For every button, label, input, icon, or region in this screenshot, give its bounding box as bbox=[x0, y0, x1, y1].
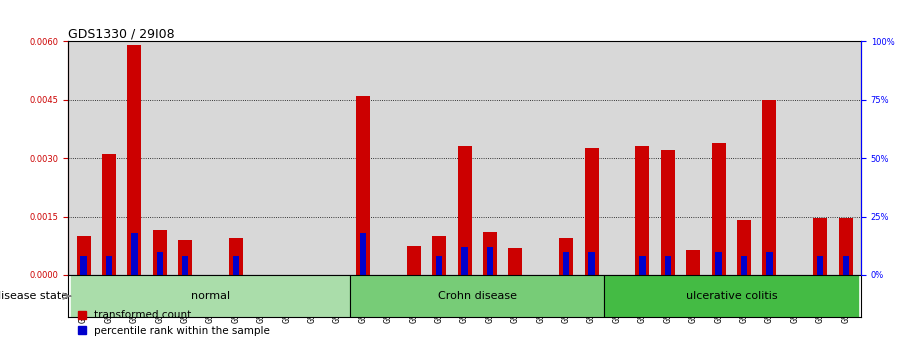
Bar bbox=[71, 275, 351, 317]
Bar bbox=[636, 147, 650, 275]
Bar bbox=[814, 218, 827, 275]
Bar bbox=[711, 142, 726, 275]
Bar bbox=[157, 252, 163, 275]
Bar bbox=[737, 220, 751, 275]
Bar bbox=[462, 247, 467, 275]
Text: normal: normal bbox=[191, 291, 230, 301]
Bar bbox=[559, 238, 573, 275]
Bar bbox=[563, 252, 569, 275]
Bar bbox=[660, 150, 675, 275]
Bar bbox=[131, 233, 138, 275]
Bar bbox=[640, 256, 646, 275]
Bar bbox=[665, 256, 671, 275]
Bar bbox=[604, 275, 858, 317]
Bar bbox=[843, 256, 849, 275]
Bar bbox=[407, 246, 421, 275]
Bar bbox=[102, 154, 116, 275]
Bar bbox=[182, 256, 189, 275]
Bar bbox=[233, 256, 239, 275]
Bar bbox=[106, 256, 112, 275]
Bar bbox=[128, 45, 141, 275]
Bar bbox=[436, 256, 443, 275]
Legend: transformed count, percentile rank within the sample: transformed count, percentile rank withi… bbox=[74, 306, 274, 340]
Bar bbox=[715, 252, 722, 275]
Bar bbox=[432, 236, 446, 275]
Text: ulcerative colitis: ulcerative colitis bbox=[686, 291, 777, 301]
Bar bbox=[229, 238, 243, 275]
Bar bbox=[356, 96, 370, 275]
Bar bbox=[153, 230, 167, 275]
Bar bbox=[483, 232, 497, 275]
Bar bbox=[179, 240, 192, 275]
Text: disease state: disease state bbox=[0, 291, 67, 301]
Bar bbox=[508, 248, 522, 275]
Bar bbox=[360, 233, 366, 275]
Bar bbox=[766, 252, 773, 275]
Bar bbox=[351, 275, 604, 317]
Text: GDS1330 / 29I08: GDS1330 / 29I08 bbox=[68, 27, 175, 40]
Bar bbox=[585, 148, 599, 275]
Bar bbox=[763, 100, 776, 275]
Bar bbox=[589, 252, 595, 275]
Bar bbox=[486, 247, 493, 275]
Bar bbox=[457, 147, 472, 275]
Bar bbox=[686, 250, 701, 275]
Bar bbox=[80, 256, 87, 275]
Bar bbox=[77, 236, 90, 275]
Bar bbox=[817, 256, 824, 275]
Bar bbox=[839, 218, 853, 275]
Text: Crohn disease: Crohn disease bbox=[438, 291, 517, 301]
Bar bbox=[741, 256, 747, 275]
